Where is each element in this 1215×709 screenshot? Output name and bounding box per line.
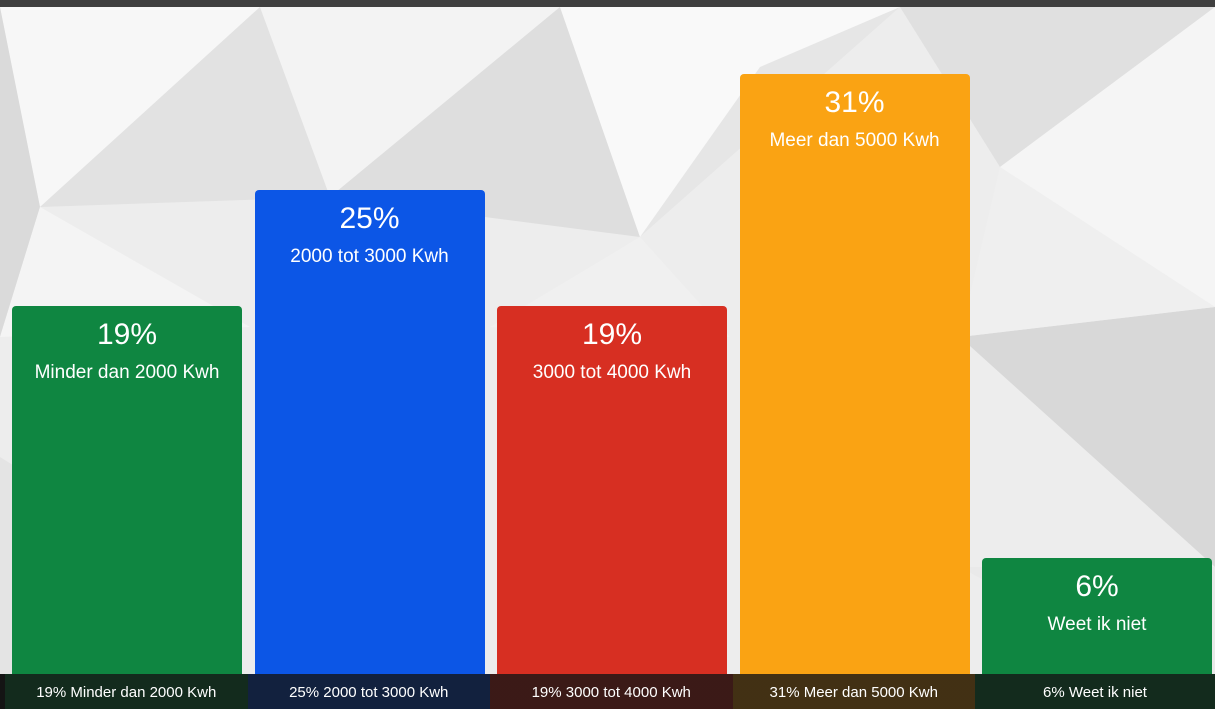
legend-item: 6% Weet ik niet (975, 674, 1215, 709)
bar-percent: 31% (824, 86, 885, 119)
bar: 19% 3000 tot 4000 Kwh (497, 306, 727, 674)
legend-item: 19% 3000 tot 4000 Kwh (490, 674, 733, 709)
bar-percent: 25% (339, 202, 400, 236)
bar-percent: 6% (1075, 569, 1119, 603)
bar: 25% 2000 tot 3000 Kwh (254, 190, 485, 674)
legend-item: 25% 2000 tot 3000 Kwh (247, 674, 490, 709)
bar-label: 2000 tot 3000 Kwh (290, 246, 449, 268)
bar-label: Weet ik niet (1047, 613, 1147, 635)
bar: 6% Weet ik niet (982, 557, 1212, 674)
top-bar (0, 0, 1215, 7)
bar-percent: 19% (96, 318, 158, 352)
bar: 19% Minder dan 2000 Kwh (12, 306, 242, 674)
bar-label: Minder dan 2000 Kwh (34, 362, 220, 384)
bar-label: 3000 tot 4000 Kwh (532, 362, 692, 384)
bar-label: Meer dan 5000 Kwh (769, 130, 940, 151)
bar: 31% Meer dan 5000 Kwh (739, 74, 970, 674)
bar-percent: 19% (581, 318, 643, 352)
legend-item: 19% Minder dan 2000 Kwh (5, 674, 248, 709)
legend-item: 31% Meer dan 5000 Kwh (732, 674, 975, 709)
legend-footer: 19% Minder dan 2000 Kwh 25% 2000 tot 3000… (0, 674, 1215, 709)
